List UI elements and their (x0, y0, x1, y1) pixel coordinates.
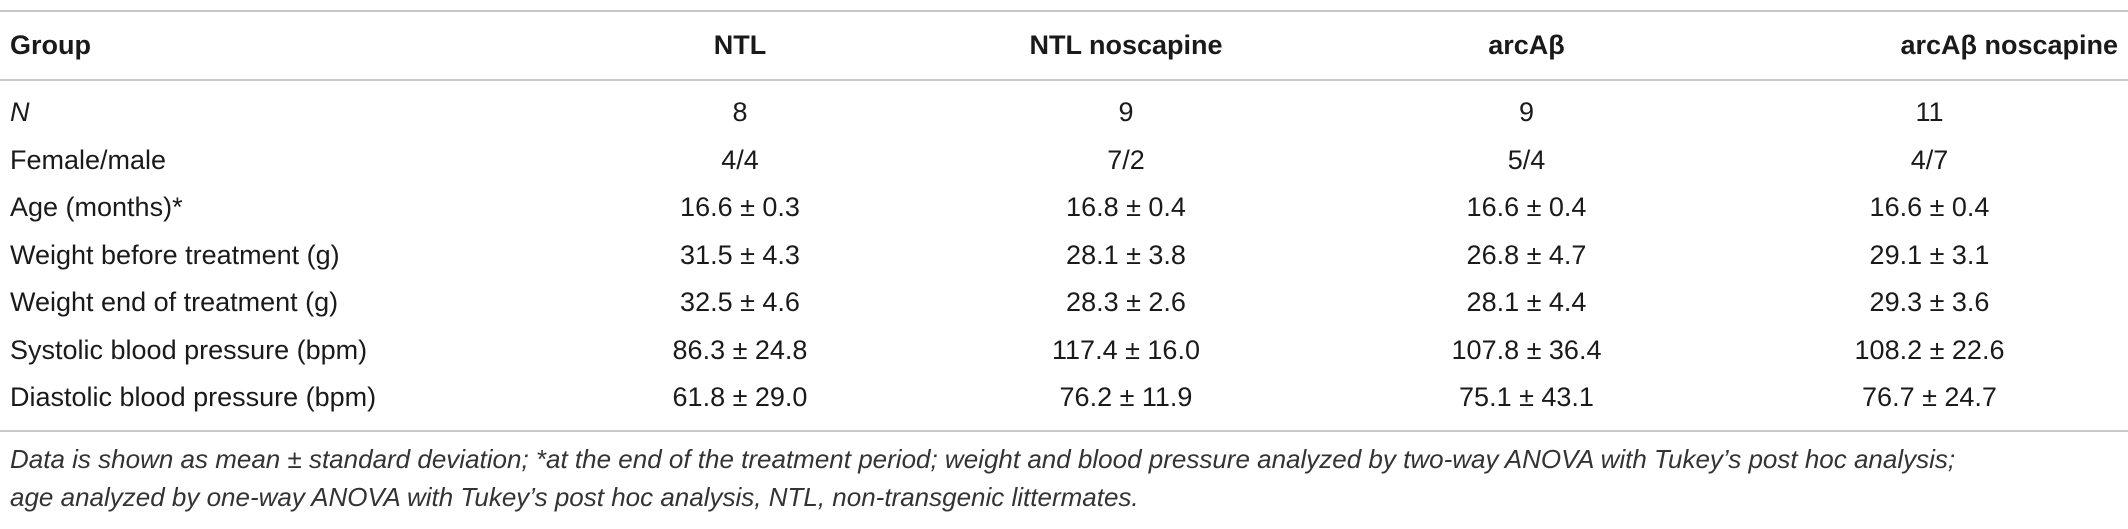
table-cell: 16.6 ± 0.4 (1466, 192, 1587, 223)
footnote-line-2: age analyzed by one-way ANOVA with Tukey… (10, 482, 1139, 512)
table-cell: 5/4 (1507, 144, 1546, 175)
table-cell: 28.3 ± 2.6 (1066, 287, 1186, 318)
table-row: Weight end of treatment (g) 32.5 ± 4.6 2… (0, 279, 2128, 327)
table-row: Female/male 4/4 7/2 5/4 4/7 (0, 137, 2128, 185)
table-cell: 11 (1915, 97, 1944, 128)
table-cell: 31.5 ± 4.3 (680, 239, 800, 270)
table-cell: 107.8 ± 36.4 (1451, 334, 1602, 365)
table-cell: 108.2 ± 22.6 (1854, 334, 2005, 365)
table-cell: 117.4 ± 16.0 (1052, 334, 1200, 365)
table-cell: 9 (1118, 97, 1134, 128)
table-cell: 7/2 (1107, 144, 1145, 175)
table-body: N 8 9 9 11 Female/male 4/4 7/2 5/4 4/7 A… (0, 80, 2128, 431)
table-cell: 28.1 ± 3.8 (1066, 239, 1186, 270)
header-arcab: arcAβ (1488, 30, 1565, 60)
row-label: Age (months)* (10, 192, 183, 223)
table-cell: 75.1 ± 43.1 (1459, 382, 1594, 413)
row-label: Weight end of treatment (g) (10, 287, 339, 318)
table-row: Weight before treatment (g) 31.5 ± 4.3 2… (0, 232, 2128, 280)
table-cell: 29.3 ± 3.6 (1869, 287, 1990, 318)
table-row: Systolic blood pressure (bpm) 86.3 ± 24.… (0, 327, 2128, 375)
table-cell: 76.2 ± 11.9 (1059, 382, 1193, 413)
row-label: N (10, 97, 30, 128)
table-cell: 26.8 ± 4.7 (1466, 239, 1587, 270)
table-row: Diastolic blood pressure (bpm) 61.8 ± 29… (0, 374, 2128, 431)
footnote-line-1: Data is shown as mean ± standard deviati… (10, 444, 1956, 474)
table-cell: 61.8 ± 29.0 (672, 382, 808, 413)
row-label: Systolic blood pressure (bpm) (10, 334, 368, 365)
table-cell: 8 (732, 97, 748, 128)
table-cell: 28.1 ± 4.4 (1466, 287, 1587, 318)
header-group: Group (10, 30, 91, 60)
table-cell: 16.6 ± 0.4 (1869, 192, 1990, 223)
table-cell: 16.8 ± 0.4 (1066, 192, 1186, 223)
table-header: Group NTL NTL noscapine arcAβ arcAβ nosc… (0, 11, 2128, 80)
table-cell: 76.7 ± 24.7 (1862, 382, 1997, 413)
table-cell: 4/7 (1910, 144, 1949, 175)
table-cell: 29.1 ± 3.1 (1869, 239, 1990, 270)
header-ntl-noscapine: NTL noscapine (1029, 30, 1223, 60)
header-arcab-noscapine: arcAβ noscapine (1900, 30, 2118, 60)
table-footnote: Data is shown as mean ± standard deviati… (10, 440, 2120, 516)
table-cell: 16.6 ± 0.3 (680, 192, 800, 223)
table-row: N 8 9 9 11 (0, 80, 2128, 137)
header-row: Group NTL NTL noscapine arcAβ arcAβ nosc… (0, 11, 2128, 80)
table-cell: 86.3 ± 24.8 (672, 334, 808, 365)
table-cell: 9 (1518, 97, 1535, 128)
header-ntl: NTL (713, 30, 767, 60)
row-label: Diastolic blood pressure (bpm) (10, 382, 377, 413)
table-row: Age (months)* 16.6 ± 0.3 16.8 ± 0.4 16.6… (0, 184, 2128, 232)
data-table: Group NTL NTL noscapine arcAβ arcAβ nosc… (0, 10, 2128, 432)
table-cell: 4/4 (721, 144, 759, 175)
table-cell: 32.5 ± 4.6 (680, 287, 800, 318)
row-label: Female/male (10, 144, 167, 175)
row-label: Weight before treatment (g) (10, 239, 340, 270)
